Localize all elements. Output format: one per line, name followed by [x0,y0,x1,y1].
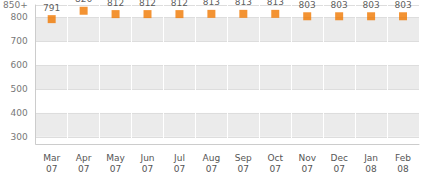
svg-text:Jan: Jan [363,153,378,163]
svg-text:08: 08 [397,164,409,174]
svg-text:07: 07 [78,164,89,174]
svg-text:07: 07 [46,164,57,174]
svg-text:Apr: Apr [76,153,92,163]
svg-text:07: 07 [333,164,344,174]
svg-text:803: 803 [362,0,379,10]
svg-text:300: 300 [11,132,28,142]
svg-text:803: 803 [299,0,316,10]
svg-text:May: May [106,153,125,163]
svg-text:812: 812 [107,0,124,8]
svg-text:07: 07 [174,164,185,174]
svg-text:813: 813 [267,0,284,7]
svg-text:813: 813 [235,0,252,7]
svg-text:812: 812 [171,0,188,8]
svg-text:Feb: Feb [395,153,411,163]
svg-text:Jul: Jul [173,153,185,163]
svg-text:Mar: Mar [43,153,60,163]
svg-text:826: 826 [75,0,92,4]
svg-text:07: 07 [206,164,217,174]
svg-text:791: 791 [43,3,60,13]
svg-text:813: 813 [203,0,220,7]
svg-text:500: 500 [11,84,28,94]
svg-text:08: 08 [365,164,377,174]
svg-text:Sep: Sep [235,153,252,163]
svg-text:Jun: Jun [139,153,154,163]
svg-text:400: 400 [11,108,28,118]
svg-text:Aug: Aug [203,153,221,163]
svg-text:Nov: Nov [298,153,316,163]
svg-text:07: 07 [238,164,249,174]
svg-text:700: 700 [11,36,28,46]
svg-text:812: 812 [139,0,156,8]
svg-text:800: 800 [11,12,28,22]
svg-text:600: 600 [11,60,28,70]
svg-text:803: 803 [394,0,411,10]
svg-text:07: 07 [142,164,153,174]
svg-text:Dec: Dec [330,153,347,163]
svg-text:07: 07 [270,164,281,174]
svg-text:07: 07 [110,164,121,174]
svg-text:850+: 850+ [3,0,28,10]
svg-text:803: 803 [331,0,348,10]
svg-text:07: 07 [301,164,312,174]
svg-text:Oct: Oct [267,153,283,163]
